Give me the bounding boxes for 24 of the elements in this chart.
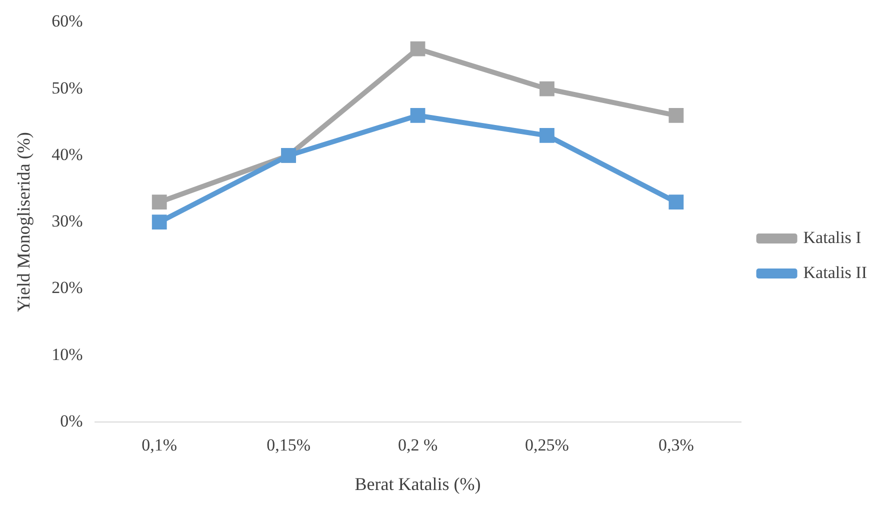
y-tick-label: 50% (52, 78, 83, 98)
point (152, 214, 167, 230)
y-tick-label: 60% (52, 12, 83, 31)
x-tick-label: 0,15% (266, 436, 311, 455)
y-tick-label: 30% (52, 212, 83, 231)
y-axis-title: Yield Monogliserida (%) (14, 132, 34, 312)
point (152, 194, 167, 210)
y-tick-label: 40% (52, 144, 83, 164)
x-tick-label: 0,1% (142, 436, 178, 455)
y-tick-label: 20% (52, 278, 83, 298)
x-tick-label: 0,3% (658, 436, 694, 455)
legend-label: Katalis I (803, 228, 862, 247)
point (540, 81, 554, 96)
point (668, 108, 684, 123)
x-axis-title: Berat Katalis (%) (354, 474, 481, 494)
y-tick-label: 0% (60, 411, 83, 430)
legend-label: Katalis II (803, 262, 868, 282)
point (410, 108, 426, 123)
point (668, 194, 684, 210)
point (410, 41, 426, 56)
x-tick-label: 0,2 % (398, 436, 438, 455)
point (540, 128, 554, 143)
y-tick-label: 10% (52, 344, 83, 364)
x-tick-label: 0,25% (525, 436, 569, 455)
